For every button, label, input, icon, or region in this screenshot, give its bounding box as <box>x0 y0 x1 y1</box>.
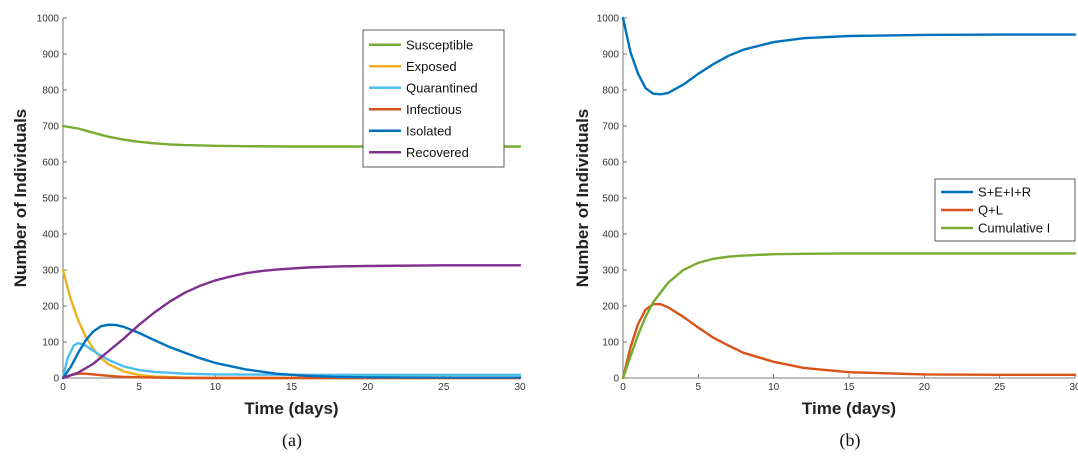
x-tick-label: 15 <box>286 382 298 393</box>
y-tick-label: 1000 <box>37 14 60 25</box>
series-line-recovered <box>61 264 522 380</box>
series-line-s-e-i-r <box>621 16 1077 96</box>
x-tick-label: 25 <box>994 382 1006 393</box>
series-line-cumulative-i <box>621 252 1077 380</box>
panel-caption: (a) <box>282 430 302 451</box>
y-axis-label: Number of Individuals <box>11 109 30 288</box>
legend-entry-label: Susceptible <box>406 37 473 52</box>
y-tick-label: 500 <box>602 194 619 205</box>
x-tick-label: 20 <box>362 382 374 393</box>
y-tick-label: 400 <box>602 230 619 241</box>
chart-b: 0 100 200 300 400 500 600 700 800 900 1000 0 5 10 15 20… <box>573 14 1078 452</box>
y-tick-label: 200 <box>602 302 619 313</box>
x-axis-label: Time (days) <box>802 399 896 418</box>
y-tick-label: 600 <box>42 158 59 169</box>
x-axis-label: Time (days) <box>244 399 338 418</box>
legend-entry-label: Quarantined <box>406 80 478 95</box>
y-tick-label: 400 <box>42 230 59 241</box>
legend-box <box>362 29 505 168</box>
x-tick-label: 5 <box>696 382 702 393</box>
legend-entry-label: Isolated <box>406 123 452 138</box>
y-tick-label: 900 <box>602 50 619 61</box>
x-tick-label: 10 <box>210 382 222 393</box>
y-tick-label: 700 <box>42 122 59 133</box>
x-tick-label: 25 <box>438 382 450 393</box>
y-tick-label: 600 <box>602 158 619 169</box>
y-tick-label: 700 <box>602 122 619 133</box>
y-tick-label: 200 <box>42 302 59 313</box>
x-tick-label: 10 <box>768 382 780 393</box>
legend-entry-label: S+E+I+R <box>978 185 1031 200</box>
legend-entry-label: Recovered <box>406 145 469 160</box>
y-tick-label: 0 <box>53 374 59 385</box>
x-tick-label: 20 <box>919 382 931 393</box>
y-tick-label: 800 <box>42 86 59 97</box>
legend: S+E+I+R Q+L Cumulative I <box>934 178 1076 242</box>
x-tick-label: 5 <box>136 382 142 393</box>
x-tick-label: 30 <box>514 382 526 393</box>
y-tick-label: 100 <box>602 338 619 349</box>
y-tick-label: 800 <box>602 86 619 97</box>
x-tick-label: 15 <box>843 382 855 393</box>
panel-caption: (b) <box>840 430 861 451</box>
series-line-isolated <box>61 323 522 380</box>
x-tick-label: 0 <box>620 382 626 393</box>
legend-entry-label: Q+L <box>978 203 1003 218</box>
legend: Susceptible Exposed Quarantined Infectious I… <box>362 29 505 168</box>
series-line-susceptible <box>61 124 522 148</box>
y-tick-label: 900 <box>42 50 59 61</box>
y-tick-label: 500 <box>42 194 59 205</box>
legend-entry-label: Infectious <box>406 102 462 117</box>
x-tick-label: 0 <box>60 382 66 393</box>
chart-a: 0 100 200 300 400 500 600 700 800 900 1000 0 5 10 15 20… <box>11 14 526 452</box>
y-tick-label: 1000 <box>597 14 620 25</box>
series-line-quarantined <box>61 341 522 380</box>
series-line-exposed <box>61 268 522 380</box>
series-line-q-l <box>621 303 1077 380</box>
legend-entry-label: Cumulative I <box>978 221 1050 236</box>
x-tick-label: 30 <box>1069 382 1078 393</box>
y-tick-label: 300 <box>42 266 59 277</box>
y-tick-label: 300 <box>602 266 619 277</box>
y-axis-label: Number of Individuals <box>573 109 592 288</box>
y-tick-label: 0 <box>613 374 619 385</box>
legend-entry-label: Exposed <box>406 59 457 74</box>
y-tick-label: 100 <box>42 338 59 349</box>
